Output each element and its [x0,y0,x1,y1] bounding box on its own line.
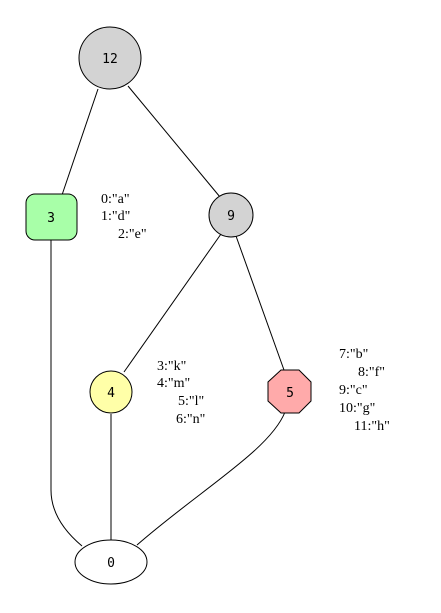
node-12-shape [78,26,142,90]
annotation-line: 6:"n" [176,412,205,427]
node-3[interactable]: 3 [25,193,78,241]
edge-12-9 [127,85,221,198]
edge-9-4 [123,233,222,373]
annotation-line: 1:"d" [101,209,130,224]
node-0-shape [74,539,148,585]
node-3-shape [25,193,78,241]
annotation-line: 2:"e" [118,227,147,242]
edge-5-0 [136,411,286,546]
annotation-node-5: 7:"b" 8:"f" 9:"c" 10:"g" 11:"h" [339,347,390,434]
node-9-label: 9 [227,209,235,224]
annotation-line: 11:"h" [354,419,390,434]
annotation-line: 8:"f" [358,365,385,380]
annotation-line: 4:"m" [157,376,190,391]
node-4[interactable]: 4 [89,370,133,414]
node-0[interactable]: 0 [74,539,148,585]
annotation-line: 10:"g" [339,401,375,416]
node-12[interactable]: 12 [78,26,142,90]
node-9-shape [208,192,254,238]
edge-3-0 [50,240,83,547]
node-4-shape [89,370,133,414]
node-5[interactable]: 5 [267,369,312,414]
node-3-label: 3 [47,211,55,226]
node-5-label: 5 [286,386,294,401]
annotation-line: 3:"k" [157,359,186,374]
node-9[interactable]: 9 [208,192,254,238]
edge-12-3 [61,88,99,196]
annotation-node-3: 0:"a" 1:"d" 2:"e" [101,192,147,242]
edge-9-5 [235,235,285,371]
node-5-shape [267,369,312,414]
annotation-line: 9:"c" [339,383,368,398]
node-12-label: 12 [102,52,118,67]
node-0-label: 0 [107,556,115,571]
annotation-line: 5:"l" [178,394,204,409]
annotation-line: 7:"b" [339,347,368,362]
annotation-node-4: 3:"k" 4:"m" 5:"l" 6:"n" [157,359,205,427]
node-4-label: 4 [107,386,115,401]
annotation-line: 0:"a" [101,192,130,207]
